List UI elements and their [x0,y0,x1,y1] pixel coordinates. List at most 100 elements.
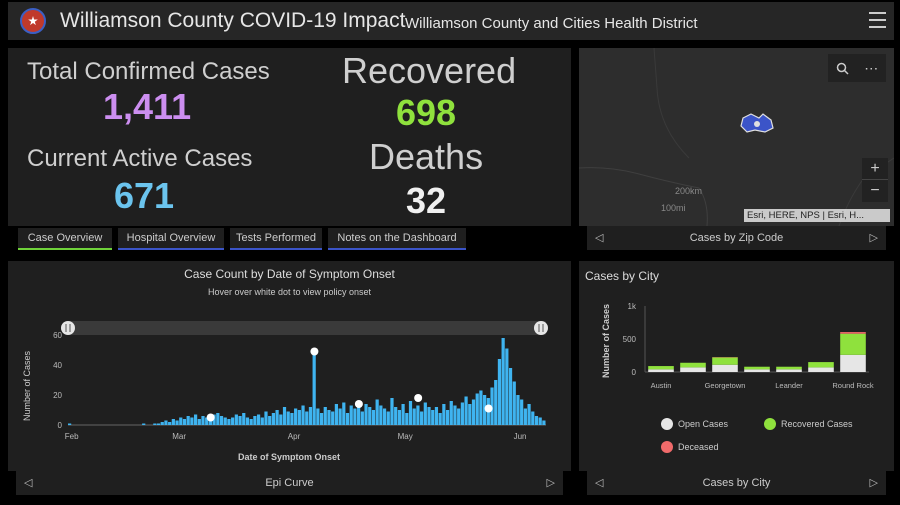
policy-onset-dot[interactable] [484,404,493,413]
epi-bar[interactable] [279,414,283,426]
epi-bar[interactable] [275,410,279,425]
epi-bar[interactable] [242,413,246,425]
epi-bar[interactable] [353,408,357,426]
epi-bar[interactable] [382,408,387,426]
epi-bar[interactable] [256,414,261,426]
epi-bar[interactable] [420,411,424,426]
epi-bar[interactable] [468,404,472,425]
epi-bar[interactable] [334,404,338,425]
epi-bar[interactable] [249,419,253,425]
epi-bar[interactable] [305,411,309,426]
epi-bar[interactable] [460,402,464,426]
epi-bar[interactable] [512,381,516,426]
epi-bar[interactable] [268,416,272,425]
epi-bar[interactable] [360,411,364,426]
city-bar-segment[interactable] [840,333,866,355]
city-bar-segment[interactable] [776,366,802,370]
epi-bar[interactable] [523,408,527,426]
search-icon[interactable] [836,62,849,75]
epi-bar[interactable] [164,420,168,426]
epi-bar[interactable] [538,417,542,426]
epi-bar[interactable] [368,407,372,425]
map-attribution[interactable]: Esri, HERE, NPS | Esri, H... [744,209,890,222]
next-arrow-icon[interactable]: ▷ [869,477,878,489]
epi-bar[interactable] [201,416,205,425]
epi-bar[interactable] [271,413,276,425]
epi-bar[interactable] [431,410,435,425]
epi-bar[interactable] [505,348,509,426]
prev-arrow-icon[interactable]: ◁ [595,232,604,244]
epi-bar[interactable] [234,414,238,426]
city-bar-segment[interactable] [648,366,674,370]
epi-bar[interactable] [408,401,413,425]
epi-bar[interactable] [294,408,298,426]
epi-bar[interactable] [245,417,250,426]
epi-bar[interactable] [386,411,390,426]
epi-bar[interactable] [534,416,539,425]
epi-bar[interactable] [338,408,342,426]
slider-handle-right[interactable] [534,321,548,335]
epi-bar[interactable] [264,411,268,426]
next-arrow-icon[interactable]: ▷ [869,232,878,244]
epi-bar[interactable] [427,407,431,425]
city-bar-segment[interactable] [744,366,770,370]
epi-bar[interactable] [331,411,335,426]
epi-bar[interactable] [297,410,301,425]
epi-bar[interactable] [182,419,187,425]
epi-bar[interactable] [412,408,416,426]
epi-bar[interactable] [179,417,183,426]
prev-arrow-icon[interactable]: ◁ [595,477,604,489]
epi-bar[interactable] [457,408,461,426]
epi-bar[interactable] [175,420,179,426]
epi-bar[interactable] [531,411,535,426]
epi-bar[interactable] [379,405,383,426]
epi-bar[interactable] [449,401,453,425]
city-bar-segment[interactable] [712,364,738,372]
epi-bar[interactable] [186,416,190,425]
epi-bar[interactable] [516,395,520,425]
prev-arrow-icon[interactable]: ◁ [24,477,33,489]
epi-bar[interactable] [171,419,175,425]
epi-bar[interactable] [494,380,498,425]
epi-bar[interactable] [316,408,320,426]
epi-bar[interactable] [397,410,401,425]
epi-bar[interactable] [342,402,346,426]
tab-case-overview[interactable]: Case Overview [18,228,112,250]
epi-bar[interactable] [416,405,420,426]
epi-bar[interactable] [231,417,235,426]
time-range-slider-track[interactable] [68,321,546,335]
hamburger-menu-icon[interactable] [869,12,886,28]
epi-bar[interactable] [286,411,290,426]
epi-bar[interactable] [301,405,305,426]
epi-bar[interactable] [471,399,476,426]
epi-bar[interactable] [290,413,294,425]
epi-bar[interactable] [319,413,324,425]
policy-onset-dot[interactable] [310,347,319,356]
epi-bar[interactable] [323,407,327,425]
epi-bar[interactable] [260,417,264,426]
slider-handle-left[interactable] [61,321,75,335]
epi-bar[interactable] [205,417,209,426]
zip-code-map[interactable]: ⋯ + − 200km 100mi Esri, HERE, NPS | Esri… [579,48,894,226]
epi-bar[interactable] [156,423,161,426]
epi-bar[interactable] [219,416,224,425]
epi-bar[interactable] [364,404,368,425]
epi-bar[interactable] [282,407,287,425]
epi-bar[interactable] [190,417,194,426]
epi-bar[interactable] [68,423,72,426]
epi-bar[interactable] [375,399,379,426]
city-bar-segment[interactable] [744,369,770,372]
epi-bar[interactable] [153,423,157,426]
epi-bar[interactable] [401,404,405,425]
epi-bar[interactable] [327,410,331,425]
epi-bar[interactable] [238,416,242,425]
epi-bar[interactable] [423,402,427,426]
city-bar-segment[interactable] [808,367,834,372]
county-marker[interactable] [740,113,774,133]
epi-bar[interactable] [357,401,361,425]
epi-bar[interactable] [216,413,220,425]
epi-bar[interactable] [520,399,524,426]
epi-bar[interactable] [438,413,442,425]
epi-bar[interactable] [405,413,409,425]
epi-bar[interactable] [442,404,446,425]
